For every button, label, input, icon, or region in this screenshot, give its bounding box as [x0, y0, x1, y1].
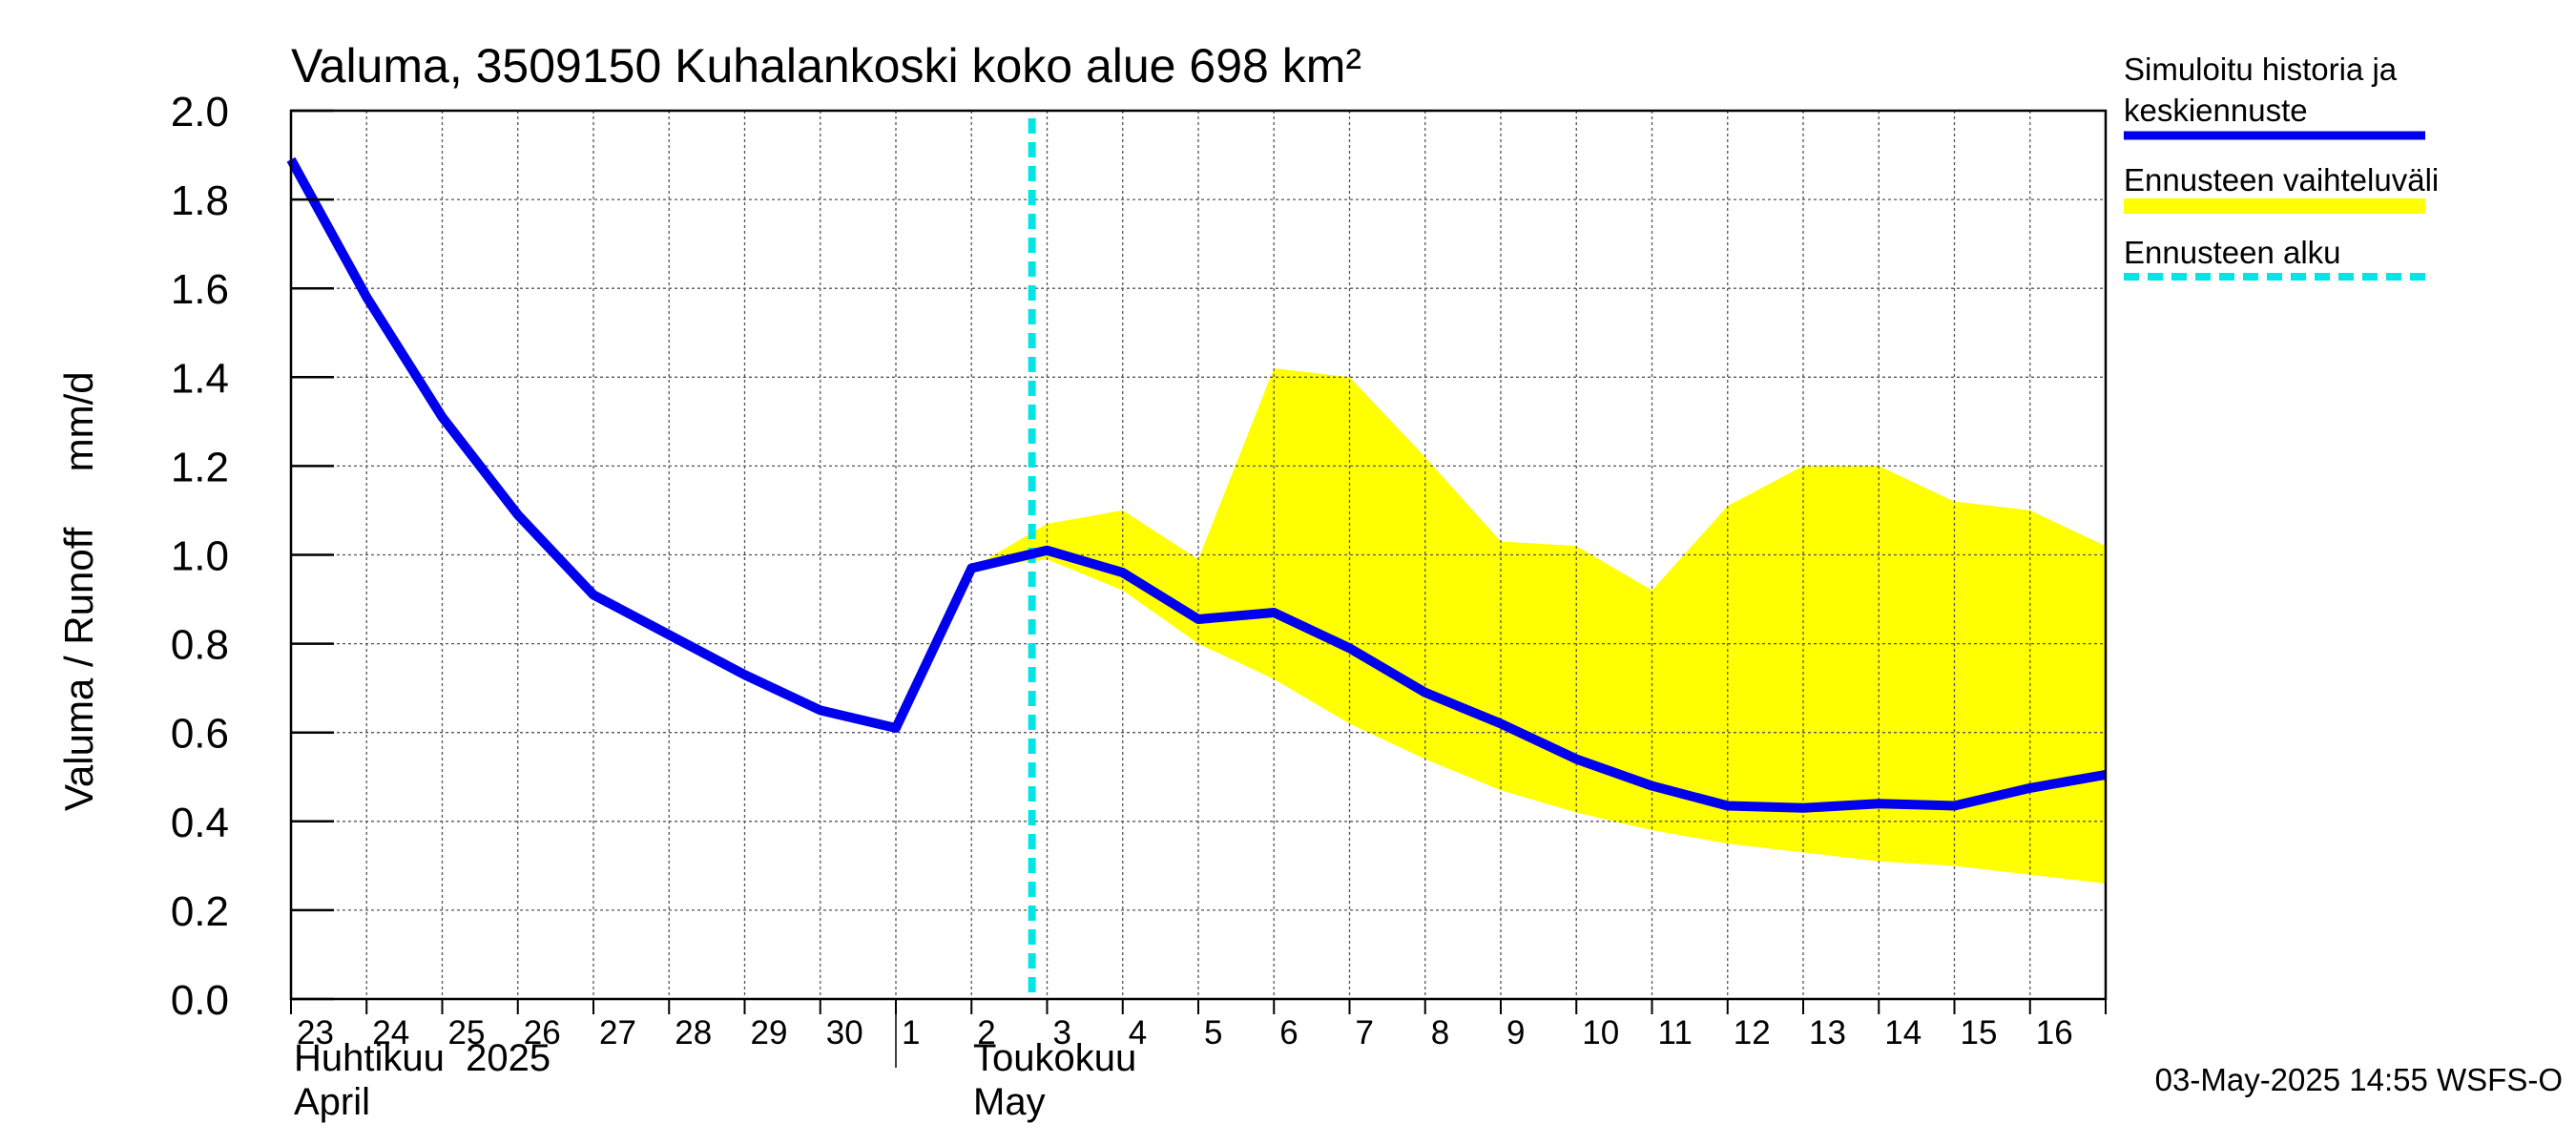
tick-layer: 0.00.20.40.60.81.01.21.41.61.82.023 24 25 2…: [171, 89, 2107, 1068]
x-tick-label: 25: [448, 1014, 486, 1051]
x-tick-label: 7: [1356, 1014, 1374, 1051]
forecast-band-layer: [971, 368, 2106, 884]
y-tick-label: 0.0: [171, 977, 229, 1024]
x-tick-label: 23: [297, 1014, 334, 1051]
x-tick-label: 30: [826, 1014, 863, 1051]
x-tick-label: 6: [1279, 1014, 1298, 1051]
chart-title: Valuma, 3509150 Kuhalankoski koko alue 6…: [291, 39, 1361, 93]
x-tick-label: 27: [599, 1014, 636, 1051]
x-tick-label: 15: [1961, 1014, 1998, 1051]
y-tick-label: 0.2: [171, 888, 229, 935]
legend-label-band: Ennusteen vaihteluväli: [2124, 162, 2439, 198]
x-tick-label: 24: [372, 1014, 409, 1051]
y-tick-label: 1.4: [171, 355, 229, 402]
x-tick-label: 8: [1431, 1014, 1449, 1051]
series-layer: [286, 118, 2107, 999]
x-tick-label: 9: [1506, 1014, 1525, 1051]
x-tick-label: 13: [1809, 1014, 1846, 1051]
x-tick-label: 3: [1053, 1014, 1071, 1051]
legend-label-series-line2: keskiennuste: [2124, 93, 2308, 128]
x-tick-label: 28: [675, 1014, 712, 1051]
month-label-may-line1: Toukokuu: [973, 1037, 1136, 1079]
series-line-0: [286, 156, 2107, 813]
x-tick-label: 1: [902, 1014, 920, 1051]
x-tick-label: 2: [977, 1014, 995, 1051]
y-tick-label: 0.4: [171, 800, 229, 846]
x-tick-label: 11: [1658, 1014, 1693, 1051]
y-tick-label: 1.2: [171, 444, 229, 490]
x-tick-label: 16: [2036, 1014, 2073, 1051]
x-tick-label: 10: [1582, 1014, 1619, 1051]
x-tick-label: 29: [751, 1014, 788, 1051]
x-tick-label: 5: [1204, 1014, 1222, 1051]
footer-timestamp: 03-May-2025 14:55 WSFS-O: [2155, 1062, 2563, 1097]
y-tick-label: 1.6: [171, 266, 229, 313]
y-tick-label: 1.8: [171, 177, 229, 224]
legend-label-forecast-start: Ennusteen alku: [2124, 235, 2341, 270]
y-tick-label: 0.6: [171, 711, 229, 758]
x-tick-label: 14: [1884, 1014, 1922, 1051]
forecast-range-band: [971, 368, 2106, 884]
x-tick-label: 4: [1129, 1014, 1147, 1051]
y-axis-label: Valuma / Runoff mm/d: [56, 371, 101, 811]
month-label-april-line2: April: [294, 1081, 370, 1123]
month-label-april-line1: Huhtikuu 2025: [294, 1037, 551, 1079]
x-tick-label: 12: [1734, 1014, 1771, 1051]
legend: Simuloitu historia ja keskiennuste Ennus…: [2124, 52, 2439, 281]
y-tick-label: 0.8: [171, 622, 229, 669]
month-label-may-line2: May: [973, 1081, 1046, 1123]
y-tick-label: 1.0: [171, 533, 229, 580]
grid-layer: [291, 111, 2106, 999]
y-tick-label: 2.0: [171, 89, 229, 135]
x-tick-label: 26: [524, 1014, 561, 1051]
legend-label-series-line1: Simuloitu historia ja: [2124, 52, 2398, 87]
